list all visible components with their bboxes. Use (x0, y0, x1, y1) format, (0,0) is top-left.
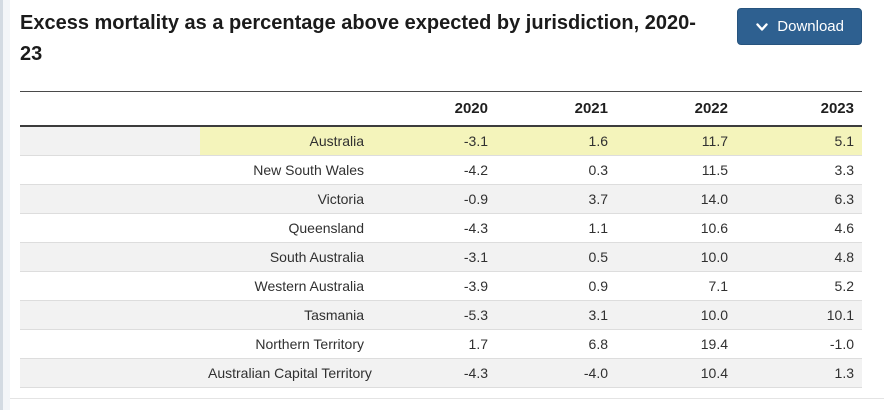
row-spacer-cell (20, 358, 200, 388)
page-title: Excess mortality as a percentage above e… (20, 12, 696, 65)
value-cell: 0.5 (496, 242, 616, 272)
value-cell: 5.1 (736, 126, 862, 156)
value-cell: -4.0 (496, 358, 616, 388)
value-cell: 11.7 (616, 126, 736, 156)
value-cell: -4.2 (372, 155, 496, 185)
jurisdiction-cell: Australia (200, 126, 372, 156)
value-cell: -3.1 (372, 126, 496, 156)
jurisdiction-header-cell (200, 91, 372, 127)
value-cell: 1.7 (372, 329, 496, 359)
table-row: Victoria -0.9 3.7 14.0 6.3 (20, 184, 862, 214)
value-cell: -5.3 (372, 300, 496, 330)
year-column-header: 2020 (372, 91, 496, 127)
row-spacer-cell (20, 329, 200, 359)
value-cell: 10.6 (616, 213, 736, 243)
header-bar: Excess mortality as a percentage above e… (20, 8, 862, 70)
value-cell: -4.3 (372, 213, 496, 243)
value-cell: 6.3 (736, 184, 862, 214)
table-row: Western Australia -3.9 0.9 7.1 5.2 (20, 271, 862, 301)
value-cell: -3.1 (372, 242, 496, 272)
value-cell: 1.3 (736, 358, 862, 388)
jurisdiction-cell: Tasmania (200, 300, 372, 330)
jurisdiction-cell: Victoria (200, 184, 372, 214)
value-cell: 6.8 (496, 329, 616, 359)
content-card: Excess mortality as a percentage above e… (10, 0, 884, 399)
table-row: Queensland -4.3 1.1 10.6 4.6 (20, 213, 862, 243)
value-cell: 1.6 (496, 126, 616, 156)
jurisdiction-cell: New South Wales (200, 155, 372, 185)
table-body: Australia -3.1 1.6 11.7 5.1 New South Wa… (20, 126, 862, 388)
value-cell: 3.3 (736, 155, 862, 185)
row-spacer-cell (20, 271, 200, 301)
value-cell: 0.9 (496, 271, 616, 301)
header-row: 2020 2021 2022 2023 (20, 91, 862, 127)
value-cell: 10.0 (616, 300, 736, 330)
value-cell: 4.8 (736, 242, 862, 272)
table-header: 2020 2021 2022 2023 (20, 91, 862, 127)
jurisdiction-cell: Queensland (200, 213, 372, 243)
value-cell: 3.1 (496, 300, 616, 330)
table-row: Northern Territory 1.7 6.8 19.4 -1.0 (20, 329, 862, 359)
value-cell: 5.2 (736, 271, 862, 301)
jurisdiction-cell: Northern Territory (200, 329, 372, 359)
value-cell: 7.1 (616, 271, 736, 301)
value-cell: 19.4 (616, 329, 736, 359)
value-cell: -3.9 (372, 271, 496, 301)
table-row: New South Wales -4.2 0.3 11.5 3.3 (20, 155, 862, 185)
value-cell: 10.1 (736, 300, 862, 330)
row-spacer-cell (20, 155, 200, 185)
row-spacer-cell (20, 300, 200, 330)
value-cell: 3.7 (496, 184, 616, 214)
row-spacer-cell (20, 242, 200, 272)
value-cell: -0.9 (372, 184, 496, 214)
chevron-down-icon (755, 20, 769, 34)
value-cell: 11.5 (616, 155, 736, 185)
year-column-header: 2022 (616, 91, 736, 127)
value-cell: 1.1 (496, 213, 616, 243)
row-spacer-cell (20, 126, 200, 156)
page-edge-strip (0, 0, 10, 410)
download-button[interactable]: Download (737, 8, 862, 45)
value-cell: 14.0 (616, 184, 736, 214)
jurisdiction-cell: Australian Capital Territory (200, 358, 372, 388)
value-cell: 4.6 (736, 213, 862, 243)
year-column-header: 2021 (496, 91, 616, 127)
download-button-label: Download (777, 18, 844, 35)
jurisdiction-cell: South Australia (200, 242, 372, 272)
table-row: Australia -3.1 1.6 11.7 5.1 (20, 126, 862, 156)
table-row: Tasmania -5.3 3.1 10.0 10.1 (20, 300, 862, 330)
row-spacer-cell (20, 213, 200, 243)
value-cell: 0.3 (496, 155, 616, 185)
value-cell: 10.4 (616, 358, 736, 388)
spacer-header-cell (20, 91, 200, 127)
table-row: South Australia -3.1 0.5 10.0 4.8 (20, 242, 862, 272)
value-cell: -4.3 (372, 358, 496, 388)
excess-mortality-table: 2020 2021 2022 2023 Australia -3.1 1.6 1… (20, 91, 862, 388)
value-cell: -1.0 (736, 329, 862, 359)
table-row: Australian Capital Territory -4.3 -4.0 1… (20, 358, 862, 388)
jurisdiction-cell: Western Australia (200, 271, 372, 301)
row-spacer-cell (20, 184, 200, 214)
year-column-header: 2023 (736, 91, 862, 127)
value-cell: 10.0 (616, 242, 736, 272)
